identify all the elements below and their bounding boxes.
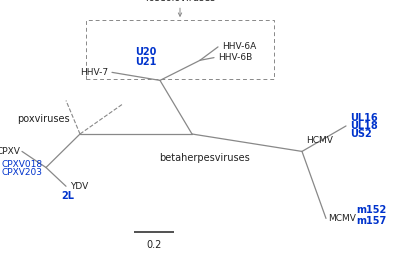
- Text: HHV-6A: HHV-6A: [222, 42, 256, 51]
- Text: 2L: 2L: [62, 191, 74, 201]
- Text: U20: U20: [135, 47, 157, 57]
- Text: UL18: UL18: [350, 121, 378, 131]
- Text: CPXV203: CPXV203: [2, 168, 43, 177]
- Text: betaherpesviruses: betaherpesviruses: [159, 153, 249, 163]
- Text: YDV: YDV: [70, 182, 88, 191]
- Text: HCMV: HCMV: [306, 136, 333, 145]
- Text: m157: m157: [356, 216, 386, 226]
- Text: CPXV018: CPXV018: [2, 160, 43, 169]
- Text: CPXV: CPXV: [0, 147, 20, 156]
- Text: HHV-6B: HHV-6B: [218, 53, 252, 62]
- Text: m152: m152: [356, 205, 386, 215]
- Text: roseoloviruses: roseoloviruses: [145, 0, 215, 3]
- Text: MCMV: MCMV: [328, 214, 356, 223]
- Text: poxviruses: poxviruses: [17, 114, 70, 124]
- Text: HHV-7: HHV-7: [80, 68, 108, 77]
- Text: US2: US2: [350, 129, 372, 139]
- Text: 0.2: 0.2: [146, 240, 162, 250]
- Text: UL16: UL16: [350, 113, 378, 123]
- Text: U21: U21: [135, 57, 157, 67]
